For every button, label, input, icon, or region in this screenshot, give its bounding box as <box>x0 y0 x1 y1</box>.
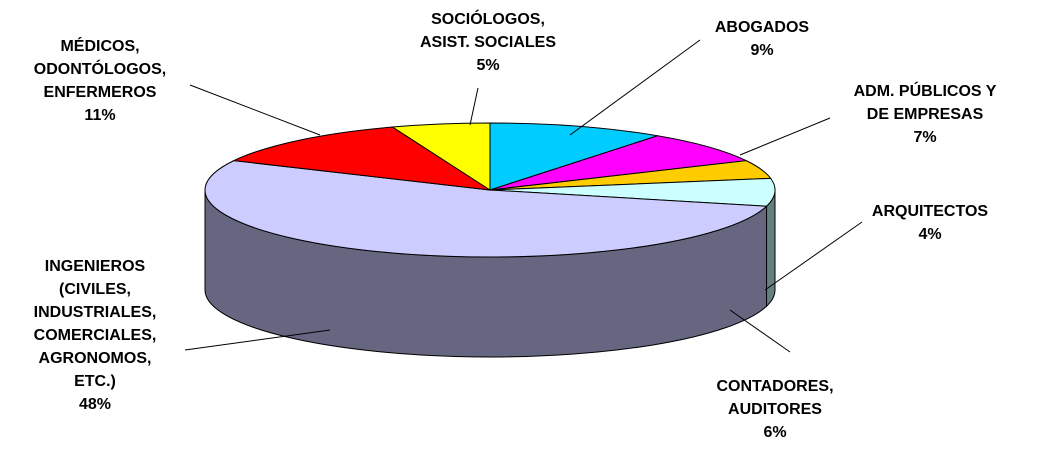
value-label: 6% <box>763 424 787 441</box>
slice-label: SOCIÓLOGOS, ASIST. SOCIALES 5% <box>413 8 563 77</box>
value-label: 11% <box>84 107 116 124</box>
value-label: 5% <box>476 57 500 74</box>
value-label: 48% <box>78 396 112 413</box>
slice-label: ADM. PÚBLICOS Y DE EMPRESAS 7% <box>845 80 1005 149</box>
category-label: ADM. PÚBLICOS Y DE EMPRESAS <box>853 83 997 123</box>
leader-line <box>569 39 701 136</box>
leader-line <box>469 87 479 126</box>
slice <box>489 177 776 207</box>
leader-line <box>189 84 321 136</box>
slice <box>232 126 491 191</box>
category-label: SOCIÓLOGOS, ASIST. SOCIALES <box>419 11 557 51</box>
value-label: 9% <box>750 42 774 59</box>
category-label: ABOGADOS <box>714 19 810 36</box>
leader-line <box>764 221 863 291</box>
slice-label: MÉDICOS, ODONTÓLOGOS, ENFERMEROS 11% <box>25 35 175 127</box>
slice <box>489 135 748 191</box>
category-label: MÉDICOS, ODONTÓLOGOS, ENFERMEROS <box>33 38 167 101</box>
slice-label: ABOGADOS 9% <box>692 16 832 62</box>
slice-label: CONTADORES, AUDITORES 6% <box>705 375 845 444</box>
slice-label: INGENIEROS (CIVILES, INDUSTRIALES, COMER… <box>25 255 165 416</box>
value-label: 4% <box>918 226 942 243</box>
slice <box>391 122 491 191</box>
value-label: 7% <box>913 129 937 146</box>
leader-line <box>184 329 331 351</box>
slice <box>489 122 658 191</box>
leader-line <box>729 309 791 353</box>
slice-side <box>766 189 776 308</box>
category-label: ARQUITECTOS <box>871 203 989 220</box>
category-label: CONTADORES, AUDITORES <box>716 378 834 418</box>
slice-label: ARQUITECTOS 4% <box>860 200 1000 246</box>
category-label: INGENIEROS (CIVILES, INDUSTRIALES, COMER… <box>33 258 157 390</box>
leader-line <box>739 117 831 156</box>
slice <box>204 160 768 258</box>
